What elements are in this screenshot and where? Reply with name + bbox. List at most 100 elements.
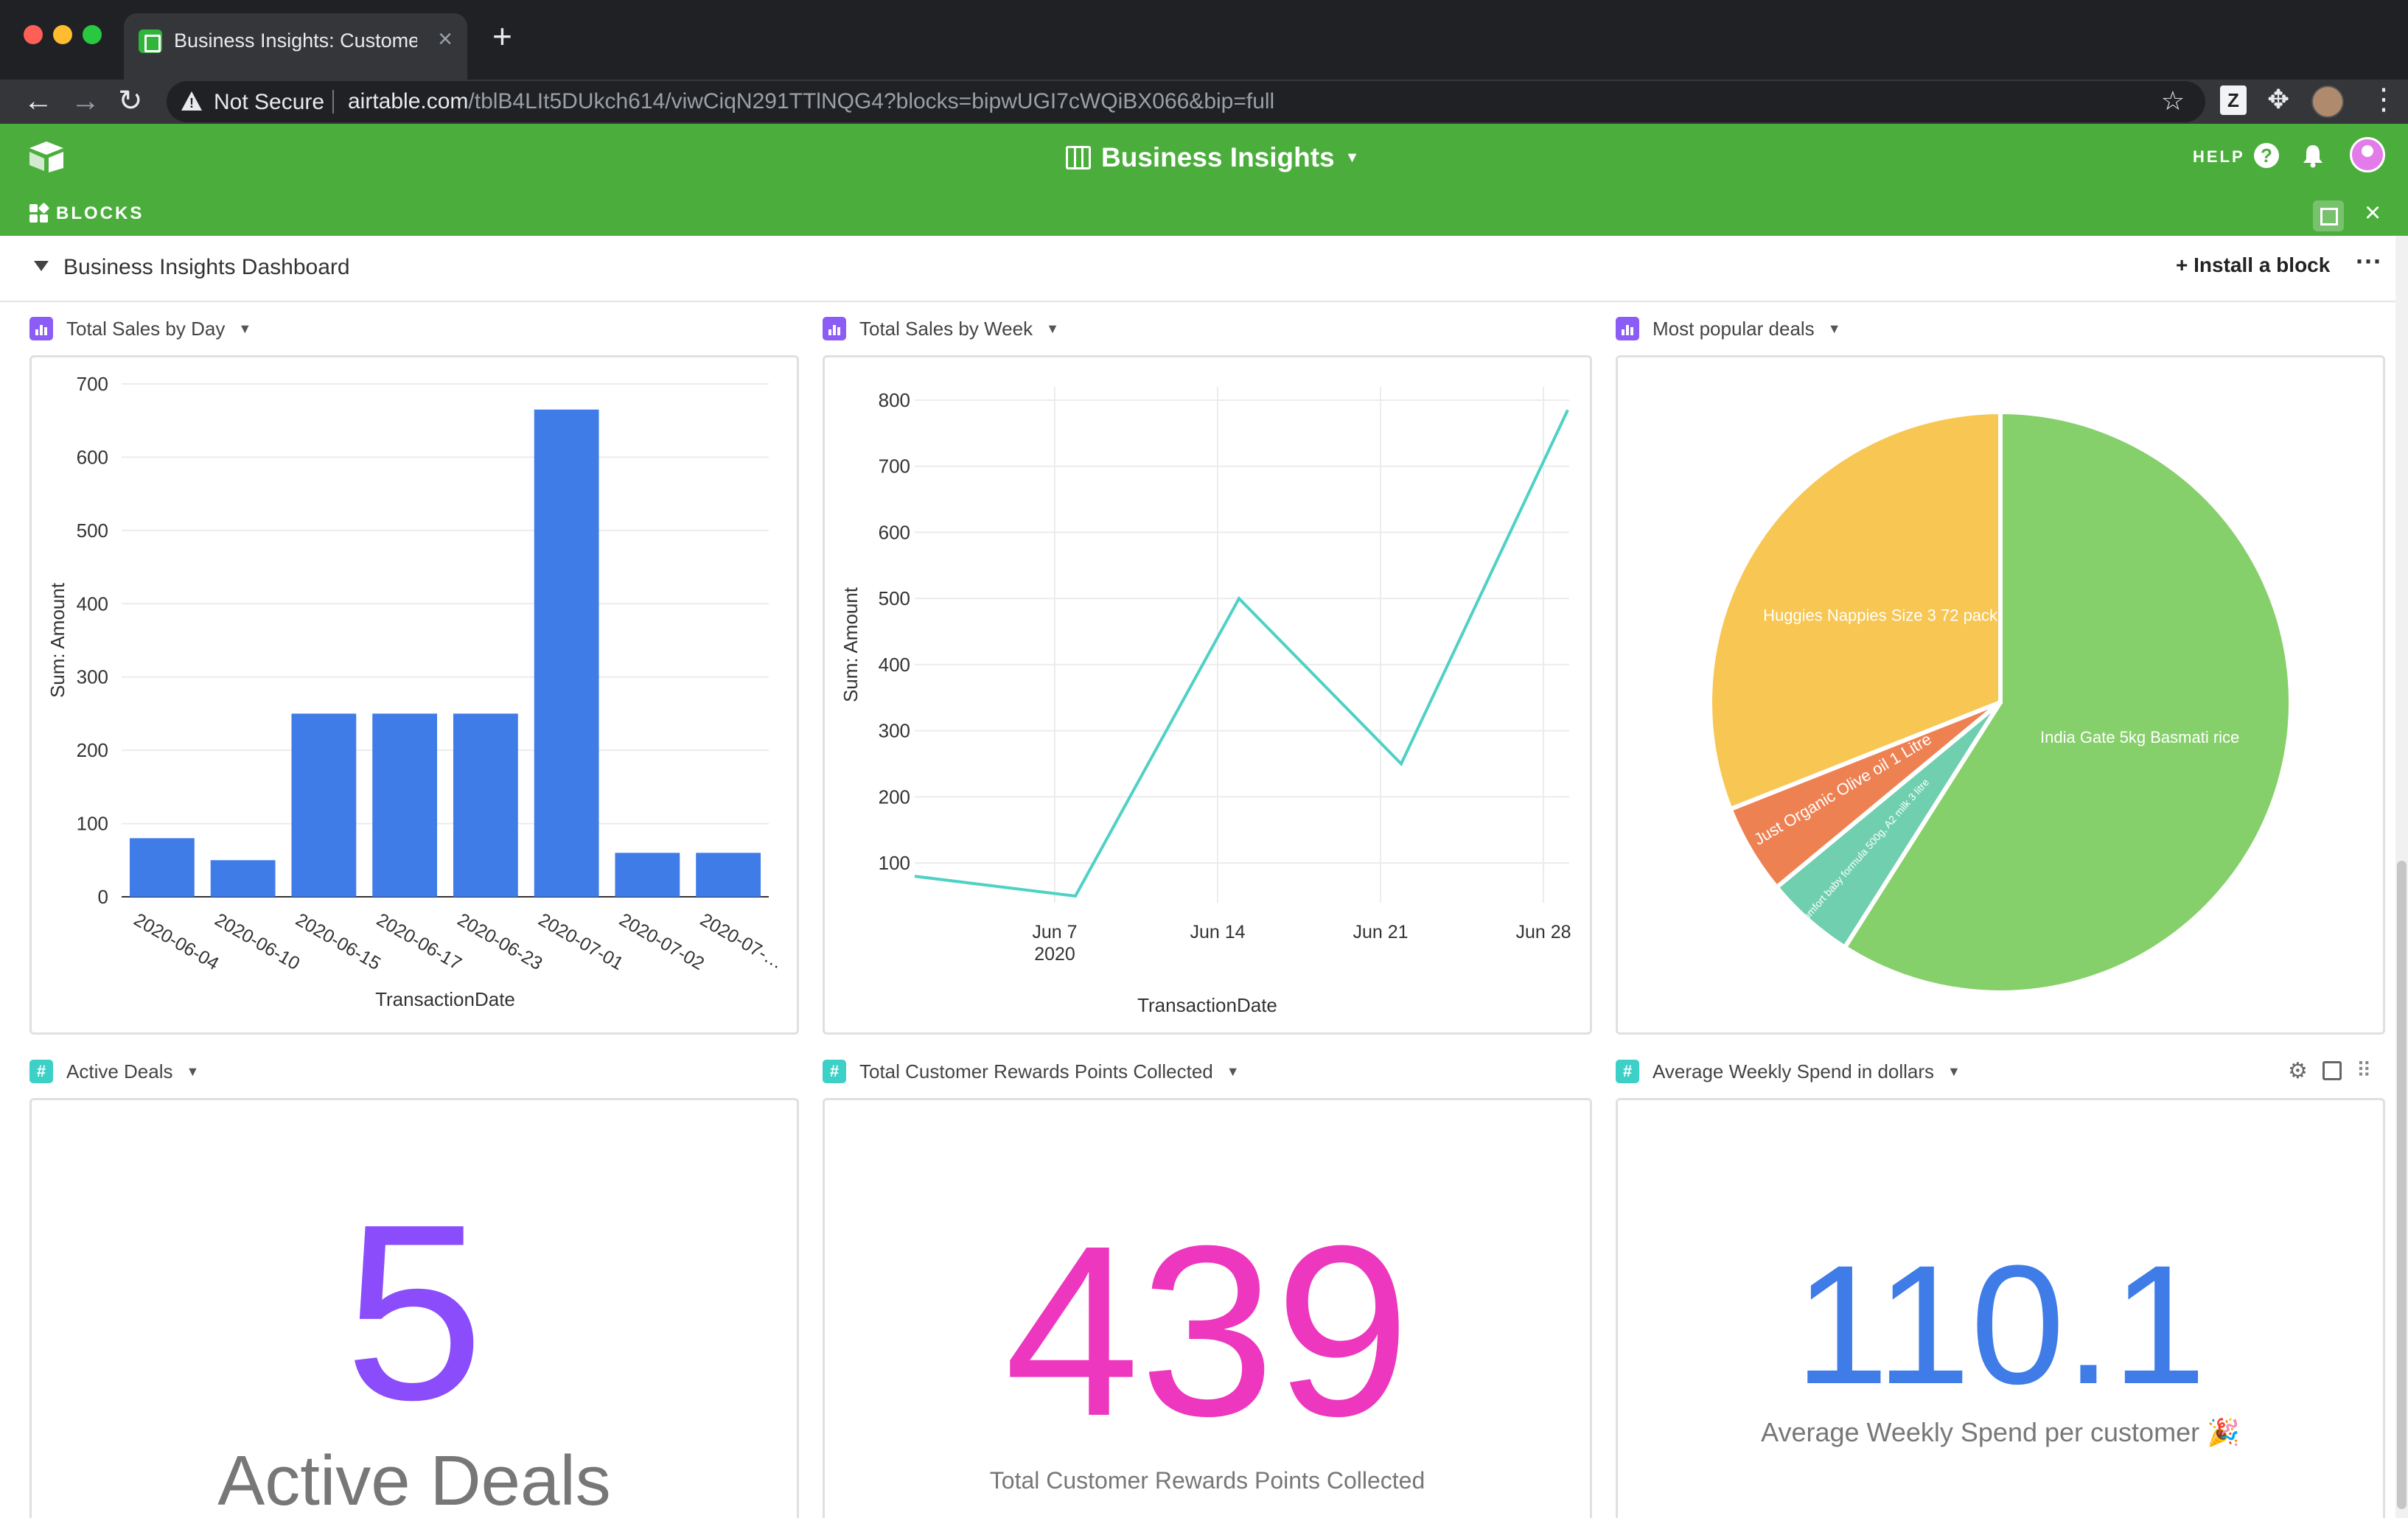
user-avatar[interactable] bbox=[2350, 137, 2385, 172]
sales-by-day-card: 0 100 200 300 400 500 600 700 2020-06-04 2020-06-… bbox=[29, 355, 799, 1035]
y-tick-label: 800 bbox=[879, 389, 910, 411]
z-extension-icon[interactable]: Z bbox=[2220, 85, 2247, 115]
y-tick-label: 400 bbox=[77, 592, 108, 615]
bar bbox=[615, 853, 680, 897]
collapse-caret-icon[interactable] bbox=[34, 261, 49, 271]
y-tick-label: 500 bbox=[879, 587, 910, 609]
y-tick-label: 300 bbox=[77, 666, 108, 688]
expand-block-icon[interactable] bbox=[2322, 1061, 2342, 1080]
puzzle-extensions-icon[interactable]: ✥ bbox=[2267, 84, 2290, 114]
y-tick-label: 600 bbox=[77, 446, 108, 468]
active-deals-caption: Active Deals bbox=[217, 1441, 611, 1518]
forward-arrow-icon[interactable]: → bbox=[71, 85, 100, 117]
series-line bbox=[914, 409, 1569, 898]
summary-number-icon: # bbox=[823, 1060, 846, 1083]
y-tick-label: 300 bbox=[879, 720, 910, 742]
maximize-window-button[interactable] bbox=[83, 25, 102, 44]
minimize-window-button[interactable] bbox=[53, 25, 72, 44]
pie-slice-label: Huggies Nappies Size 3 72 pack bbox=[1763, 606, 1998, 624]
blocks-label: BLOCKS bbox=[29, 202, 144, 224]
bookmark-star-icon[interactable]: ☆ bbox=[2160, 85, 2185, 116]
block-label-rewards[interactable]: # Total Customer Rewards Points Collecte… bbox=[823, 1060, 1240, 1083]
fullscreen-icon[interactable] bbox=[2313, 200, 2344, 231]
base-title-button[interactable]: Business Insights ▼ bbox=[1066, 139, 1359, 177]
block-label-popular-deals[interactable]: Most popular deals ▼ bbox=[1616, 317, 1841, 340]
install-block-label: Install a block bbox=[2194, 253, 2331, 276]
browser-toolbar: ← → ↻ Not Secure airtable.com/tblB4LIt5D… bbox=[0, 80, 2408, 124]
settings-gear-icon[interactable]: ⚙ bbox=[2288, 1059, 2308, 1083]
chevron-down-icon: ▼ bbox=[1046, 321, 1059, 336]
chrome-menu-icon[interactable]: ⋮ bbox=[2369, 83, 2398, 116]
help-link[interactable]: HELP bbox=[2193, 147, 2245, 166]
chevron-down-icon: ▼ bbox=[1226, 1063, 1240, 1079]
url-separator bbox=[332, 90, 334, 113]
notifications-bell-icon[interactable] bbox=[2301, 143, 2325, 168]
base-title: Business Insights bbox=[1101, 142, 1335, 172]
scrollbar-thumb[interactable] bbox=[2397, 861, 2407, 1509]
install-block-button[interactable]: + Install a block bbox=[2176, 253, 2331, 276]
bar bbox=[372, 713, 438, 897]
avg-spend-value: 110.1 bbox=[1794, 1230, 2207, 1419]
reload-icon[interactable]: ↻ bbox=[118, 85, 143, 117]
block-label-sales-by-week[interactable]: Total Sales by Week ▼ bbox=[823, 317, 1059, 340]
y-tick-label: 700 bbox=[77, 373, 108, 395]
back-arrow-icon[interactable]: ← bbox=[24, 85, 53, 117]
block-name: Active Deals bbox=[66, 1060, 173, 1082]
rewards-card: 439 Total Customer Rewards Points Collec… bbox=[823, 1098, 1592, 1518]
active-deals-value: 5 bbox=[344, 1172, 484, 1452]
bar-chart-icon bbox=[29, 317, 53, 340]
sales-by-day-chart: 01002003004005006007002020-06-042020-06-… bbox=[46, 373, 786, 1010]
address-bar[interactable]: Not Secure airtable.com/tblB4LIt5DUkch61… bbox=[167, 81, 2205, 122]
y-axis-title: Sum: Amount bbox=[840, 587, 862, 702]
url-text: airtable.com/tblB4LIt5DUkch614/viwCiqN29… bbox=[348, 89, 1274, 114]
y-axis-title: Sum: Amount bbox=[46, 582, 69, 698]
chevron-down-icon: ▼ bbox=[1344, 149, 1360, 166]
y-tick-label: 0 bbox=[98, 886, 108, 908]
dashboard-header: Business Insights Dashboard + Install a … bbox=[0, 236, 2395, 302]
close-blocks-icon[interactable]: × bbox=[2365, 197, 2381, 228]
airtable-header: Business Insights ▼ HELP ? BLOCKS × bbox=[0, 124, 2408, 236]
x-tick-label: 2020-06-04 bbox=[130, 909, 223, 974]
x-axis-title: TransactionDate bbox=[1137, 994, 1277, 1016]
pie-slice bbox=[1708, 409, 2003, 812]
y-tick-label: 600 bbox=[879, 521, 910, 543]
y-tick-label: 100 bbox=[879, 852, 910, 874]
block-name: Total Sales by Week bbox=[859, 317, 1033, 340]
active-deals-card: 5 Active Deals bbox=[29, 1098, 799, 1518]
chevron-down-icon: ▼ bbox=[186, 1063, 200, 1079]
browser-tab-bar: Business Insights: Customers × + bbox=[0, 0, 2408, 80]
x-tick-label: Jun 28 bbox=[1515, 922, 1571, 942]
dashboard-more-icon[interactable]: ··· bbox=[2356, 246, 2382, 276]
block-label-avg-spend[interactable]: # Average Weekly Spend in dollars ▼ bbox=[1616, 1060, 1961, 1083]
bar-chart-icon bbox=[1616, 317, 1639, 340]
chevron-down-icon: ▼ bbox=[1947, 1063, 1961, 1079]
help-question-icon[interactable]: ? bbox=[2254, 143, 2279, 168]
chevron-down-icon: ▼ bbox=[1827, 321, 1841, 336]
airtable-favicon-icon bbox=[139, 29, 162, 53]
close-window-button[interactable] bbox=[24, 25, 43, 44]
new-tab-button[interactable]: + bbox=[492, 17, 512, 55]
x-tick-label: 2020-07-01 bbox=[535, 909, 627, 974]
drag-handle-icon[interactable]: ⠿ bbox=[2356, 1059, 2371, 1082]
summary-number-icon: # bbox=[1616, 1060, 1639, 1083]
pie-slice-label: India Gate 5kg Basmati rice bbox=[2040, 728, 2239, 746]
bar-chart-icon bbox=[823, 317, 846, 340]
x-tick-label: 2020-06-23 bbox=[454, 909, 546, 974]
block-label-sales-by-day[interactable]: Total Sales by Day ▼ bbox=[29, 317, 251, 340]
profile-avatar[interactable] bbox=[2311, 85, 2344, 118]
security-label: Not Secure bbox=[214, 90, 325, 114]
bar bbox=[453, 713, 518, 897]
y-tick-label: 100 bbox=[77, 813, 108, 835]
x-tick-label: 2020-06-15 bbox=[292, 909, 384, 974]
browser-tab[interactable]: Business Insights: Customers × bbox=[124, 13, 467, 80]
airtable-logo-icon[interactable] bbox=[27, 140, 66, 172]
bar bbox=[129, 838, 195, 897]
pie-slice bbox=[1841, 409, 2293, 995]
block-label-active-deals[interactable]: # Active Deals ▼ bbox=[29, 1060, 199, 1083]
tab-close-icon[interactable]: × bbox=[438, 25, 453, 53]
block-name: Most popular deals bbox=[1653, 317, 1815, 340]
x-tick-label: Jun 7 bbox=[1032, 922, 1077, 942]
avg-spend-caption: Average Weekly Spend per customer 🎉 bbox=[1761, 1417, 2240, 1447]
